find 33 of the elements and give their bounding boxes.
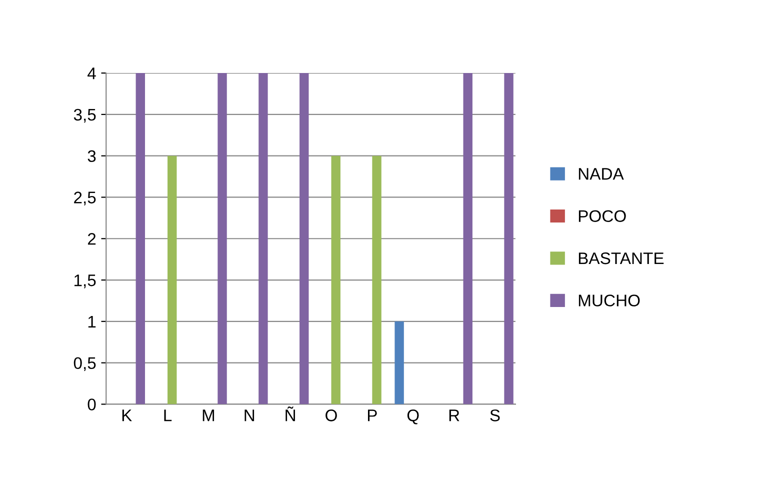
bar	[218, 73, 227, 404]
x-tick-label: S	[490, 410, 500, 422]
y-tick-label: 0	[88, 398, 96, 410]
bar	[168, 156, 177, 404]
x-tick-label: N	[244, 410, 254, 422]
y-tick-label: 4	[88, 68, 96, 80]
y-tick-label: 3,5	[74, 108, 96, 123]
y-tick-label: 0,5	[74, 357, 96, 371]
x-tick-label: R	[449, 410, 460, 422]
y-tick-label: 2,5	[74, 192, 96, 206]
bar	[394, 321, 404, 404]
legend-label: POCO	[578, 210, 626, 222]
x-tick-label: M	[202, 410, 214, 422]
bar	[136, 73, 146, 404]
bar	[463, 73, 472, 404]
y-tick-label: 2	[88, 233, 96, 245]
bar	[331, 156, 340, 404]
y-tick-label: 1	[88, 316, 96, 328]
bar	[504, 73, 514, 404]
x-tick-label: P	[368, 410, 377, 422]
bar	[258, 73, 268, 404]
bar	[300, 73, 309, 404]
legend-label: MUCHO	[578, 294, 640, 306]
x-tick-label: L	[164, 410, 172, 422]
x-tick-label: K	[122, 410, 132, 422]
bar	[372, 156, 382, 404]
legend-label: NADA	[578, 168, 624, 180]
y-tick-label: 3	[88, 150, 96, 162]
x-tick-label: Ñ	[286, 406, 295, 422]
legend-label: BASTANTE	[578, 252, 664, 264]
y-tick-label: 1,5	[74, 274, 96, 288]
x-tick-label: O	[326, 410, 337, 422]
x-tick-label: Q	[407, 410, 419, 424]
